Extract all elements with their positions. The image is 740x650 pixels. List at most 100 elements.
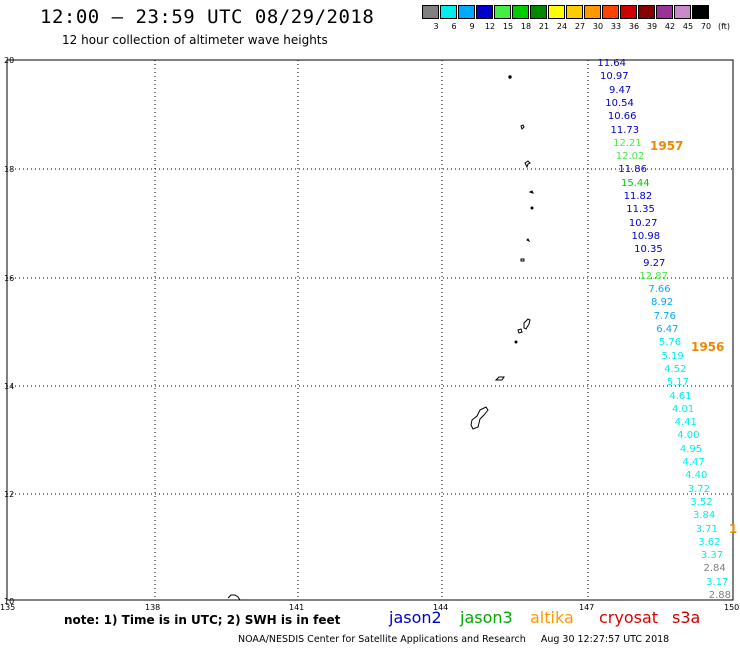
wave-height-value: 8.92 xyxy=(650,297,674,309)
wave-height-value: 11.73 xyxy=(610,124,640,136)
wave-height-value: 11.64 xyxy=(597,58,626,69)
wave-height-value: 10.66 xyxy=(607,111,637,123)
wave-height-value: 3.62 xyxy=(698,536,721,548)
wave-height-value: 10.27 xyxy=(628,217,658,229)
scale-label-18: 18 xyxy=(520,22,532,31)
lat-label-18: 18 xyxy=(4,165,15,174)
timestamp-text: Aug 30 12:27:57 UTC 2018 xyxy=(540,634,670,645)
scale-swatch-70 xyxy=(692,5,709,19)
footer-credit: NOAA/NESDIS Center for Satellite Applica… xyxy=(238,634,669,645)
island-pagan xyxy=(528,190,534,194)
wave-height-value: 11.86 xyxy=(618,164,647,176)
wave-height-value: 3.72 xyxy=(687,483,710,495)
lon-label-150: 150 xyxy=(724,603,740,612)
note-text: note: 1) Time is in UTC; 2) SWH is in fe… xyxy=(64,613,341,627)
scale-label-42: 42 xyxy=(664,22,676,31)
satellite-cryosat: cryosat xyxy=(599,608,659,627)
wave-height-value: 11.82 xyxy=(623,191,653,202)
scale-label-30: 30 xyxy=(592,22,604,31)
scale-label-12: 12 xyxy=(484,22,496,31)
wave-height-value: 10.54 xyxy=(605,97,634,109)
lon-label-135: 135 xyxy=(0,603,16,612)
lat-label-10: 10 xyxy=(4,597,15,606)
wave-height-value: 10.98 xyxy=(631,230,661,242)
scale-unit-label: (ft) xyxy=(717,22,731,31)
scale-label-15: 15 xyxy=(502,22,514,31)
island-guguan xyxy=(526,238,531,243)
island-farallon xyxy=(508,75,512,79)
wave-height-value: 11.35 xyxy=(626,204,655,216)
wave-height-value: 10.35 xyxy=(634,244,663,256)
scale-swatch-33 xyxy=(602,5,619,19)
scale-swatch-18 xyxy=(512,5,529,19)
map-title: 12:00 – 23:59 UTC 08/29/2018 xyxy=(40,6,375,28)
scale-swatch-30 xyxy=(584,5,601,19)
scale-label-3: 3 xyxy=(433,22,439,31)
wave-height-value: 12.87 xyxy=(639,270,668,282)
orbit-label-1957: 1957 xyxy=(650,139,684,153)
scale-swatch-15 xyxy=(494,5,511,19)
scale-label-6: 6 xyxy=(451,22,457,31)
satellite-jason2: jason2 xyxy=(389,608,442,627)
scale-swatch-27 xyxy=(566,5,583,19)
satellite-jason3: jason3 xyxy=(460,608,513,627)
island-tinian xyxy=(517,328,523,334)
lon-label-141: 141 xyxy=(289,603,305,612)
wave-height-value: 2.88 xyxy=(708,590,731,601)
wave-height-value: 9.27 xyxy=(643,257,666,269)
wave-height-value: 4.95 xyxy=(679,443,703,455)
wave-height-value: 7.76 xyxy=(653,310,676,322)
scale-label-70: 70 xyxy=(700,22,712,31)
scale-swatch-36 xyxy=(620,5,637,19)
scale-swatch-6 xyxy=(440,5,457,19)
wave-height-value: 5.76 xyxy=(658,337,682,349)
wave-height-value: 3.37 xyxy=(700,550,724,562)
map-frame xyxy=(6,59,734,601)
wave-height-value: 15.44 xyxy=(620,177,650,189)
scale-label-36: 36 xyxy=(628,22,640,31)
wave-height-value: 4.01 xyxy=(671,403,695,415)
lat-label-12: 12 xyxy=(4,490,15,499)
scale-label-9: 9 xyxy=(469,22,475,31)
scale-swatch-9 xyxy=(458,5,475,19)
wave-height-value: 3.71 xyxy=(695,523,718,535)
scale-label-24: 24 xyxy=(556,22,568,31)
satellite-altika: altika xyxy=(530,608,574,627)
lat-label-14: 14 xyxy=(4,382,15,391)
wave-height-value: 4.47 xyxy=(682,457,705,468)
scale-label-27: 27 xyxy=(574,22,586,31)
island-guam xyxy=(470,406,489,430)
wave-height-value: 6.47 xyxy=(656,324,679,335)
lon-label-147: 147 xyxy=(579,603,595,612)
island-aguijan xyxy=(514,340,518,344)
lat-label-16: 16 xyxy=(4,274,15,283)
wave-height-value: 5.17 xyxy=(666,377,689,389)
wave-height-value: 5.19 xyxy=(661,350,684,362)
scale-swatch-21 xyxy=(530,5,547,19)
wave-height-value: 9.47 xyxy=(608,84,632,96)
wave-height-value: 4.00 xyxy=(677,430,700,442)
credit-text: NOAA/NESDIS Center for Satellite Applica… xyxy=(238,634,526,645)
wave-height-value: 2.84 xyxy=(703,563,726,575)
orbit-label-1956: 1956 xyxy=(691,340,725,354)
scale-swatch-39 xyxy=(638,5,655,19)
lat-label-20: 20 xyxy=(4,56,15,65)
island-rota xyxy=(494,376,505,381)
scale-label-33: 33 xyxy=(610,22,622,31)
wave-height-value: 3.17 xyxy=(706,576,729,588)
lon-label-138: 138 xyxy=(145,603,161,612)
scale-swatch-3 xyxy=(422,5,439,19)
wave-height-value: 7.66 xyxy=(648,284,671,296)
wave-height-value: 3.52 xyxy=(690,496,713,508)
graticule xyxy=(7,60,733,600)
island-agrihan xyxy=(524,160,531,169)
island-anatahan xyxy=(520,258,525,262)
wave-height-value: 4.41 xyxy=(674,417,697,429)
islands xyxy=(227,75,534,601)
scale-label-21: 21 xyxy=(538,22,550,31)
lon-label-144: 144 xyxy=(433,603,449,612)
scale-swatch-24 xyxy=(548,5,565,19)
wave-height-value: 12.21 xyxy=(613,137,642,149)
scale-swatch-42 xyxy=(656,5,673,19)
